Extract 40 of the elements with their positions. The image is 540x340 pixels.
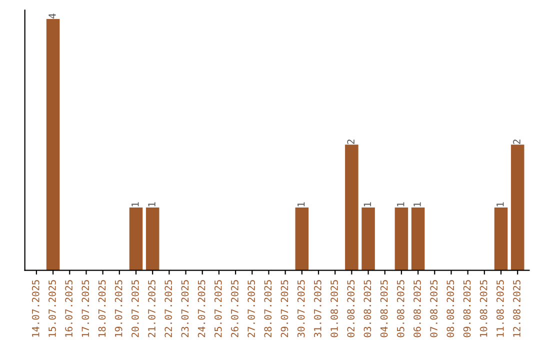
x-tick-label: 14.07.2025 xyxy=(32,280,40,337)
data-label: 1 xyxy=(496,202,504,206)
x-tick-label: 07.08.2025 xyxy=(430,280,438,338)
x-tick-label: 08.08.2025 xyxy=(446,280,454,338)
data-label: 4 xyxy=(48,14,56,19)
x-tick-label: 25.07.2025 xyxy=(214,280,222,338)
x-tick-label: 04.08.2025 xyxy=(380,280,388,338)
data-label: 1 xyxy=(397,202,404,206)
x-tick-label: 11.08.2025 xyxy=(496,280,504,337)
x-tick-label: 03.08.2025 xyxy=(364,280,372,338)
data-label: 1 xyxy=(298,202,305,206)
x-tick-label: 26.07.2025 xyxy=(231,280,238,338)
x-tick-label: 28.07.2025 xyxy=(264,280,272,338)
x-tick-label: 31.07.2025 xyxy=(314,280,322,338)
data-label: 2 xyxy=(513,140,520,144)
x-tick-label: 06.08.2025 xyxy=(414,280,421,338)
x-tick-label: 18.07.2025 xyxy=(98,280,106,337)
x-tick-label: 20.07.2025 xyxy=(131,280,139,338)
x-tick-label: 01.08.2025 xyxy=(330,280,338,338)
x-tick-label: 10.08.2025 xyxy=(480,280,488,337)
x-tick-label: 30.07.2025 xyxy=(297,280,305,338)
x-tick-label: 05.08.2025 xyxy=(396,280,404,338)
x-tick-label: 17.07.2025 xyxy=(82,280,90,337)
x-tick-label: 19.07.2025 xyxy=(114,280,122,337)
x-tick-label: 02.08.2025 xyxy=(347,280,355,338)
x-tick-label: 23.07.2025 xyxy=(181,280,189,338)
data-label: 1 xyxy=(148,202,156,206)
data-label: 2 xyxy=(347,140,354,144)
x-tick-label: 16.07.2025 xyxy=(65,280,72,337)
data-label: 1 xyxy=(414,202,421,206)
x-tick-label: 09.08.2025 xyxy=(463,280,471,338)
x-tick-label: 12.08.2025 xyxy=(513,280,520,337)
data-label: 1 xyxy=(364,202,371,206)
x-tick-label: 15.07.2025 xyxy=(48,280,56,337)
x-tick-label: 29.07.2025 xyxy=(280,280,288,338)
x-tick-label: 27.07.2025 xyxy=(248,280,255,338)
x-tick-label: 21.07.2025 xyxy=(148,280,156,338)
x-tick-label: 24.07.2025 xyxy=(198,280,206,338)
data-label: 1 xyxy=(132,202,139,206)
x-tick-label: 22.07.2025 xyxy=(164,280,172,338)
